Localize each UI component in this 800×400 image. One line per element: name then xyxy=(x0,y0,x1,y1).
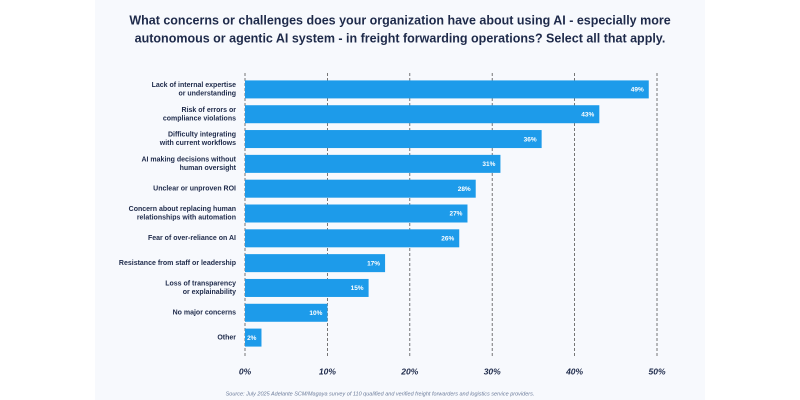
y-tick-label: or understanding xyxy=(178,91,236,98)
y-tick-label: AI making decisions without xyxy=(141,156,236,163)
y-tick-label: Risk of errors or xyxy=(182,107,237,114)
y-tick-label: Fear of over-reliance on AI xyxy=(148,235,236,242)
y-tick-label: Unclear or unproven ROI xyxy=(153,186,236,193)
value-label: 26% xyxy=(441,236,454,243)
x-tick-label: 50% xyxy=(648,366,665,376)
source-note: Source: July 2025 Adelante SCM/Magaya su… xyxy=(226,391,535,397)
value-label: 27% xyxy=(449,211,462,218)
bar xyxy=(245,229,460,248)
bar xyxy=(245,80,649,99)
value-label: 28% xyxy=(458,186,471,193)
x-tick-label: 20% xyxy=(400,366,418,376)
value-label: 17% xyxy=(367,260,380,267)
y-tick-label: human oversight xyxy=(180,165,237,172)
value-label: 36% xyxy=(524,136,537,143)
bar xyxy=(245,105,600,124)
bar xyxy=(245,154,501,173)
bar xyxy=(245,328,262,347)
value-label: 15% xyxy=(351,285,364,292)
bar xyxy=(245,303,328,322)
y-tick-label: or explainability xyxy=(183,289,236,296)
bar xyxy=(245,254,386,273)
bar xyxy=(245,278,369,297)
x-tick-label: 10% xyxy=(319,366,336,376)
bar xyxy=(245,204,468,223)
x-tick-label: 0% xyxy=(239,366,252,376)
value-label: 43% xyxy=(581,111,594,118)
value-label: 49% xyxy=(631,87,644,94)
chart-title: What concerns or challenges does your or… xyxy=(129,13,670,27)
y-tick-label: relationships with automation xyxy=(137,215,236,222)
chart-title: autonomous or agentic AI system - in fre… xyxy=(135,31,666,45)
value-label: 2% xyxy=(247,335,257,342)
y-tick-label: Lack of internal expertise xyxy=(152,82,237,89)
y-tick-label: Resistance from staff or leadership xyxy=(119,260,236,267)
x-tick-label: 30% xyxy=(484,366,501,376)
y-tick-label: compliance violations xyxy=(163,115,236,122)
y-tick-label: No major concerns xyxy=(173,310,237,317)
value-label: 31% xyxy=(482,161,495,168)
y-tick-label: with current workflows xyxy=(159,140,236,147)
y-tick-label: Loss of transparency xyxy=(165,281,236,288)
x-tick-label: 40% xyxy=(565,366,583,376)
value-label: 10% xyxy=(309,310,322,317)
y-tick-label: Difficulty integrating xyxy=(168,132,236,139)
y-tick-label: Other xyxy=(217,334,236,341)
panel xyxy=(95,0,705,400)
y-tick-label: Concern about replacing human xyxy=(129,206,236,213)
bar xyxy=(245,130,542,149)
bar xyxy=(245,179,476,198)
